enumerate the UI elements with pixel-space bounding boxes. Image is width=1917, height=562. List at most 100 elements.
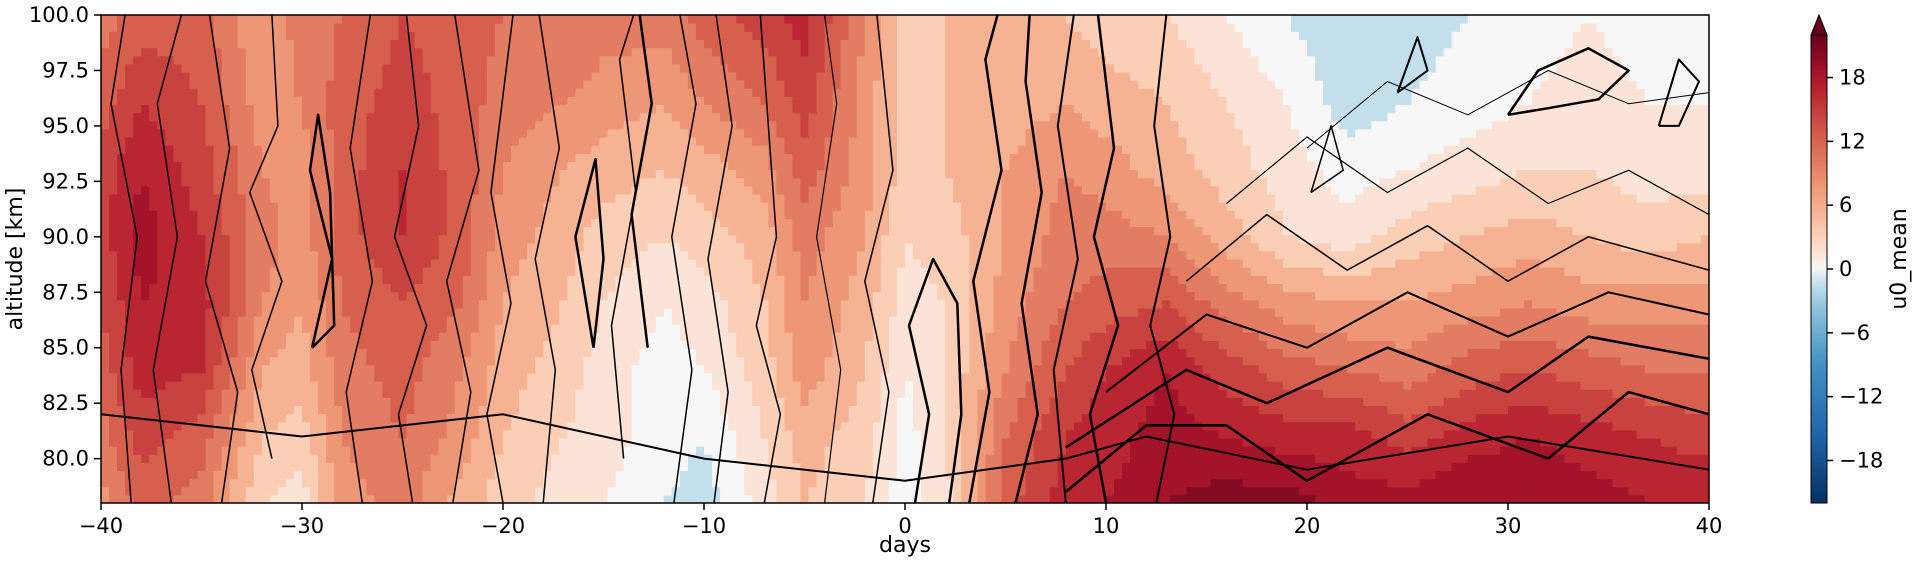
- field-cell: [1210, 307, 1220, 317]
- field-cell: [486, 356, 496, 366]
- field-cell: [1170, 405, 1179, 415]
- field-cell: [800, 494, 810, 503]
- field-cell: [1065, 486, 1075, 496]
- field-cell: [969, 397, 978, 406]
- field-cell: [591, 389, 601, 398]
- field-cell: [679, 437, 689, 447]
- field-cell: [1652, 486, 1662, 496]
- field-cell: [647, 299, 657, 309]
- field-cell: [1017, 315, 1027, 325]
- field-cell: [1676, 307, 1686, 317]
- field-cell: [189, 332, 199, 341]
- field-cell: [374, 364, 383, 374]
- field-cell: [736, 446, 745, 455]
- field-cell: [880, 462, 890, 472]
- field-cell: [398, 446, 408, 455]
- field-cell: [583, 478, 593, 488]
- field-cell: [277, 437, 287, 447]
- field-cell: [800, 389, 810, 398]
- field-cell: [382, 307, 392, 317]
- field-cell: [1387, 356, 1397, 366]
- field-cell: [1017, 454, 1027, 463]
- field-cell: [880, 364, 890, 374]
- field-cell: [478, 429, 488, 439]
- field-cell: [1660, 462, 1670, 472]
- field-cell: [1524, 413, 1533, 423]
- field-cell: [1138, 494, 1147, 503]
- field-cell: [1644, 397, 1654, 406]
- field-cell: [896, 372, 906, 382]
- field-cell: [535, 348, 544, 358]
- field-cell: [929, 315, 938, 325]
- field-cell: [1692, 429, 1702, 439]
- field-cell: [1009, 478, 1019, 488]
- field-cell: [1194, 437, 1204, 447]
- field-cell: [1307, 381, 1316, 390]
- field-cell: [149, 494, 158, 503]
- field-cell: [1226, 494, 1236, 503]
- field-cell: [808, 332, 818, 341]
- field-cell: [760, 299, 769, 309]
- field-cell: [334, 324, 343, 333]
- field-cell: [1459, 429, 1469, 439]
- field-cell: [969, 486, 978, 496]
- field-cell: [1652, 429, 1662, 439]
- field-cell: [776, 307, 785, 317]
- field-cell: [1081, 397, 1091, 406]
- field-cell: [1226, 307, 1236, 317]
- field-cell: [390, 462, 400, 472]
- field-cell: [1516, 389, 1525, 398]
- field-cell: [390, 324, 400, 333]
- field-cell: [109, 332, 118, 341]
- field-cell: [1435, 462, 1445, 472]
- field-cell: [1467, 405, 1477, 415]
- field-cell: [1194, 340, 1204, 350]
- field-cell: [1403, 478, 1413, 488]
- field-cell: [318, 413, 327, 423]
- field-cell: [1483, 437, 1493, 447]
- field-cell: [293, 413, 303, 423]
- field-cell: [832, 324, 842, 333]
- field-cell: [945, 324, 954, 333]
- field-cell: [1652, 470, 1662, 480]
- field-cell: [1170, 494, 1179, 503]
- field-cell: [1556, 478, 1565, 488]
- field-cell: [1499, 446, 1509, 455]
- field-cell: [1435, 364, 1445, 374]
- field-cell: [1290, 486, 1300, 496]
- field-cell: [840, 389, 850, 398]
- field-cell: [760, 340, 769, 350]
- field-cell: [1459, 486, 1469, 496]
- field-cell: [1234, 324, 1244, 333]
- field-cell: [277, 486, 287, 496]
- field-cell: [607, 462, 617, 472]
- field-cell: [527, 315, 536, 325]
- field-cell: [1459, 397, 1469, 406]
- field-cell: [1242, 340, 1252, 350]
- field-cell: [1178, 315, 1187, 325]
- field-cell: [1041, 397, 1051, 406]
- field-cell: [896, 413, 906, 423]
- field-cell: [961, 340, 970, 350]
- field-cell: [1508, 364, 1517, 374]
- field-cell: [101, 413, 110, 423]
- field-cell: [1612, 421, 1622, 431]
- field-cell: [728, 397, 737, 406]
- field-cell: [1636, 494, 1646, 503]
- field-cell: [406, 381, 416, 390]
- field-cell: [213, 494, 223, 503]
- field-cell: [969, 299, 978, 309]
- field-cell: [1435, 478, 1445, 488]
- field-cell: [261, 332, 271, 341]
- field-cell: [470, 356, 480, 366]
- field-cell: [1154, 324, 1163, 333]
- field-cell: [454, 429, 464, 439]
- field-cell: [1202, 454, 1212, 463]
- field-cell: [253, 437, 263, 447]
- field-cell: [1194, 389, 1204, 398]
- field-cell: [744, 381, 753, 390]
- field-cell: [189, 494, 199, 503]
- field-cell: [1668, 446, 1678, 455]
- field-cell: [511, 462, 520, 472]
- field-cell: [1700, 324, 1709, 333]
